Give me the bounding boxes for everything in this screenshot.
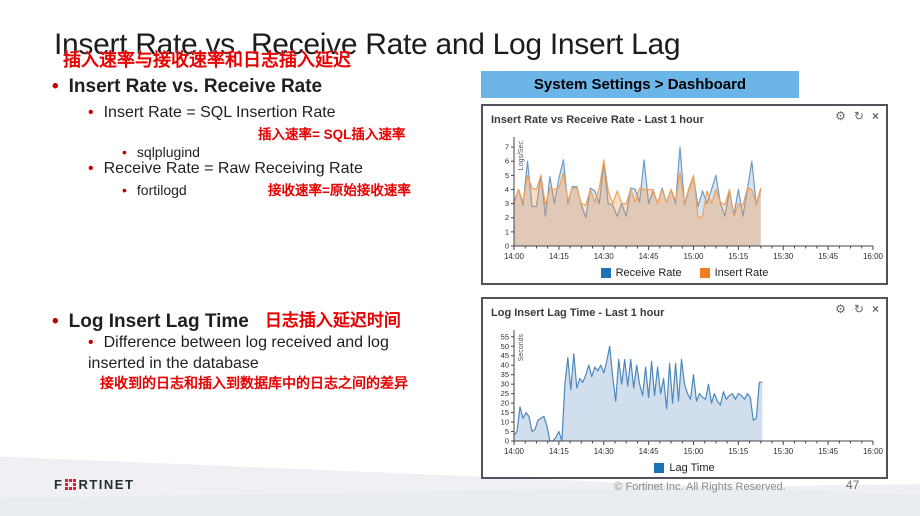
- svg-text:10: 10: [501, 418, 509, 427]
- svg-text:0: 0: [505, 242, 509, 251]
- svg-text:30: 30: [501, 380, 509, 389]
- widget-header: Log Insert Lag Time - Last 1 hour ⚙ ↻ ×: [483, 299, 886, 323]
- insert-receive-rate-chart: 0 1 2 3 4 5 6 7 14:00 14:15 14:30 14:45 15:00 15:15 15…: [504, 137, 884, 261]
- legend-item: Lag Time: [654, 462, 715, 474]
- chart-legend: Lag Time: [483, 459, 886, 477]
- logo-letter-f: F: [54, 477, 64, 492]
- bullet-sqlplugind: sqlplugind: [122, 144, 200, 160]
- svg-text:14:00: 14:00: [504, 252, 525, 261]
- widget-title: Insert Rate vs Receive Rate - Last 1 hou…: [491, 114, 704, 126]
- svg-text:6: 6: [505, 157, 509, 166]
- legend-item: Insert Rate: [699, 267, 769, 279]
- close-icon[interactable]: ×: [871, 109, 879, 123]
- svg-text:14:45: 14:45: [639, 252, 660, 261]
- note-insert-rate-chinese: 插入速率= SQL插入速率: [258, 127, 406, 142]
- svg-text:16:00: 16:00: [863, 447, 884, 456]
- refresh-icon[interactable]: ↻: [853, 302, 864, 316]
- bullet-insert-rate-def: Insert Rate = SQL Insertion Rate: [88, 104, 336, 122]
- svg-text:15:30: 15:30: [773, 252, 794, 261]
- legend-item: Receive Rate: [600, 267, 682, 279]
- note-receive-rate-chinese: 接收速率=原始接收速率: [268, 183, 411, 198]
- fortinet-logo: F RTINET: [54, 477, 134, 492]
- bullet-receive-rate-def: Receive Rate = Raw Receiving Rate: [88, 160, 363, 178]
- svg-text:7: 7: [505, 143, 509, 152]
- svg-text:1: 1: [505, 227, 509, 236]
- svg-text:25: 25: [501, 389, 509, 398]
- widget-header: Insert Rate vs Receive Rate - Last 1 hou…: [483, 106, 886, 130]
- svg-text:Logs/Sec: Logs/Sec: [518, 141, 525, 171]
- breadcrumb-banner: System Settings > Dashboard: [481, 71, 799, 98]
- legend-label: Insert Rate: [714, 267, 769, 279]
- bullet-text: Difference between log received and log …: [88, 334, 389, 372]
- svg-text:15:15: 15:15: [728, 447, 749, 456]
- refresh-icon[interactable]: ↻: [853, 109, 864, 123]
- svg-text:35: 35: [501, 370, 509, 379]
- svg-text:14:15: 14:15: [549, 252, 570, 261]
- widget-insert-receive-rate: Insert Rate vs Receive Rate - Last 1 hou…: [481, 104, 888, 285]
- svg-text:15:00: 15:00: [683, 252, 704, 261]
- svg-text:40: 40: [501, 361, 509, 370]
- svg-text:5: 5: [505, 427, 509, 436]
- svg-text:15:45: 15:45: [818, 252, 839, 261]
- svg-text:20: 20: [501, 399, 509, 408]
- svg-text:14:45: 14:45: [639, 447, 660, 456]
- svg-text:14:30: 14:30: [594, 447, 615, 456]
- bullet-lag-definition: Difference between log received and log …: [88, 332, 436, 374]
- bullet-text: fortilogd: [136, 182, 187, 198]
- svg-text:Seconds: Seconds: [518, 334, 525, 362]
- legend-label: Lag Time: [669, 462, 715, 474]
- legend-swatch: [600, 268, 611, 278]
- svg-text:3: 3: [505, 199, 509, 208]
- svg-text:14:15: 14:15: [549, 447, 570, 456]
- svg-text:0: 0: [505, 437, 509, 446]
- legend-swatch: [699, 268, 710, 278]
- bullet-log-insert-lag: Log Insert Lag Time 日志插入延迟时间: [52, 306, 401, 333]
- svg-text:45: 45: [501, 351, 509, 360]
- widget-log-insert-lag: Log Insert Lag Time - Last 1 hour ⚙ ↻ × …: [481, 297, 888, 479]
- svg-text:15: 15: [501, 408, 509, 417]
- bullet-insert-vs-receive: Insert Rate vs. Receive Rate: [52, 76, 322, 98]
- svg-text:5: 5: [505, 171, 509, 180]
- fortinet-dot-o-icon: [65, 479, 77, 490]
- svg-text:15:15: 15:15: [728, 252, 749, 261]
- gear-icon[interactable]: ⚙: [835, 302, 846, 316]
- svg-text:50: 50: [501, 342, 509, 351]
- subtitle-chinese: 插入速率与接收速率和日志插入延迟: [63, 50, 351, 70]
- svg-text:15:45: 15:45: [818, 447, 839, 456]
- svg-text:2: 2: [505, 213, 509, 222]
- close-icon[interactable]: ×: [871, 302, 879, 316]
- svg-text:16:00: 16:00: [863, 252, 884, 261]
- svg-text:14:00: 14:00: [504, 447, 525, 456]
- bullet-fortilogd: fortilogd: [122, 182, 187, 198]
- copyright-text: © Fortinet Inc. All Rights Reserved.: [614, 481, 786, 493]
- page-title: Insert Rate vs. Receive Rate and Log Ins…: [54, 28, 681, 62]
- logo-letters-rtinet: RTINET: [78, 477, 135, 492]
- svg-text:4: 4: [505, 185, 509, 194]
- chart-legend: Receive Rate Insert Rate: [483, 264, 886, 282]
- svg-text:15:30: 15:30: [773, 447, 794, 456]
- bullet-text: Insert Rate vs. Receive Rate: [68, 76, 323, 97]
- widget-title: Log Insert Lag Time - Last 1 hour: [491, 307, 665, 319]
- svg-text:55: 55: [501, 332, 509, 341]
- note-lag-time-chinese: 日志插入延迟时间: [264, 311, 401, 330]
- note-lag-definition-chinese: 接收到的日志和插入到数据库中的日志之间的差异: [100, 375, 408, 391]
- gear-icon[interactable]: ⚙: [835, 109, 846, 123]
- legend-label: Receive Rate: [615, 267, 682, 279]
- legend-swatch: [654, 463, 665, 473]
- bullet-text: Insert Rate = SQL Insertion Rate: [103, 104, 336, 121]
- bullet-text: Log Insert Lag Time: [68, 311, 249, 332]
- svg-text:14:30: 14:30: [594, 252, 615, 261]
- bullet-text: sqlplugind: [136, 144, 200, 160]
- bullet-text: Receive Rate = Raw Receiving Rate: [103, 160, 363, 177]
- page-number: 47: [846, 478, 860, 492]
- svg-text:15:00: 15:00: [683, 447, 704, 456]
